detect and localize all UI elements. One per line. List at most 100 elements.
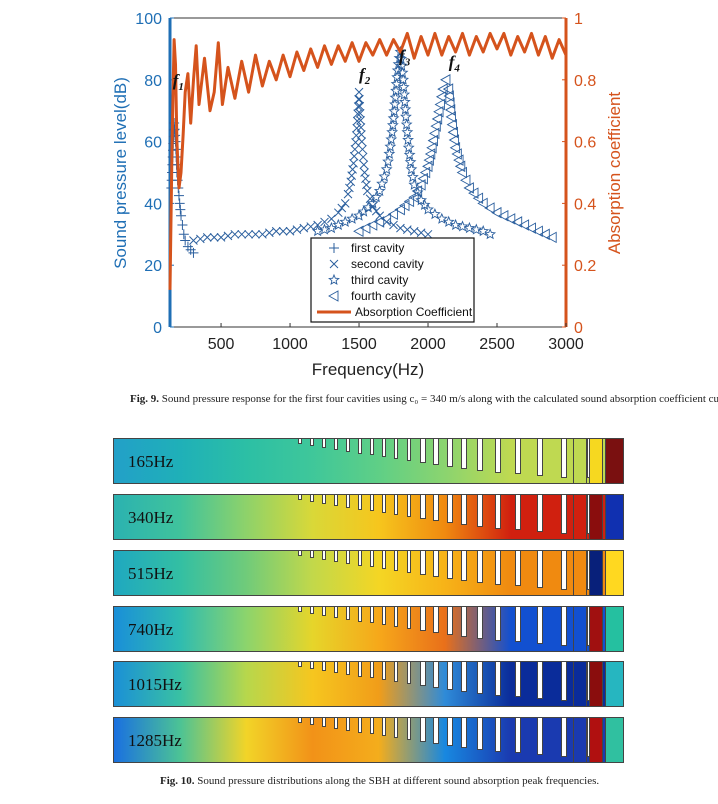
- series-4-marker: [477, 197, 488, 210]
- series-4-marker: [399, 199, 410, 212]
- series-2-marker: [258, 229, 267, 239]
- series-3-marker: [429, 208, 441, 220]
- cavity-slot: [515, 662, 521, 698]
- pressure-strip-1015Hz: 1015Hz: [113, 661, 624, 707]
- end-cavity: [589, 495, 603, 539]
- series-1-marker: [174, 198, 185, 209]
- peak-label-f3: f3: [399, 46, 411, 68]
- cavity-slot: [515, 495, 521, 531]
- cavity-slot: [370, 718, 374, 735]
- cavity-slot: [561, 718, 567, 757]
- cavity-slot: [394, 439, 398, 460]
- series-1-marker: [178, 229, 189, 240]
- series-2-marker: [356, 116, 365, 125]
- series-1-marker: [180, 235, 191, 246]
- series-2-marker: [416, 228, 426, 238]
- series-1-marker: [176, 210, 187, 221]
- figure-9-caption-label: Fig. 9.: [130, 393, 160, 405]
- series-1-marker: [175, 204, 186, 215]
- right-y-tick-label: 0: [574, 320, 583, 337]
- series-2-marker: [345, 183, 354, 193]
- series-2-marker: [365, 194, 375, 204]
- series-2-marker: [396, 223, 405, 233]
- series-3-marker: [370, 191, 383, 203]
- series-3-marker: [415, 194, 428, 206]
- legend-marker-1: [329, 243, 339, 253]
- end-cavity: [589, 718, 603, 762]
- cavity-slot: [461, 439, 467, 469]
- series-3-marker: [456, 220, 469, 232]
- legend-marker-2: [329, 259, 339, 269]
- cavity-slot: [447, 551, 453, 579]
- cavity-slot: [495, 718, 501, 752]
- series-2-marker: [350, 144, 360, 154]
- x-tick-label: 2000: [410, 336, 446, 353]
- cavity-slot: [407, 495, 411, 518]
- end-cavity: [605, 439, 623, 483]
- series-3-marker: [442, 215, 455, 227]
- right-y-axis-label: Absorption coefficient: [605, 92, 624, 255]
- legend-label-4: fourth cavity: [351, 289, 416, 303]
- peak-label-f1: f1: [173, 71, 184, 93]
- pressure-strip-740Hz: 740Hz: [113, 606, 624, 652]
- series-3-marker: [401, 126, 414, 138]
- series-3-marker: [394, 45, 407, 57]
- end-cavity: [589, 607, 603, 651]
- series-3-marker: [366, 197, 379, 209]
- figure-9-caption-text: Sound pressure response for the first fo…: [161, 393, 718, 405]
- series-4-marker: [387, 208, 398, 220]
- cavity-slot: [322, 495, 326, 504]
- series-4-marker: [525, 222, 536, 234]
- cavity-slot: [298, 607, 302, 612]
- series-2-marker: [358, 152, 368, 162]
- series-3-marker: [388, 105, 401, 117]
- cavity-slot: [561, 551, 567, 590]
- cavity-slot: [334, 551, 338, 562]
- series-4-marker: [484, 202, 495, 214]
- cavity-slot: [420, 439, 426, 463]
- series-3-marker: [398, 95, 411, 108]
- cavity-slot: [394, 662, 398, 683]
- series-3-marker: [376, 177, 388, 189]
- cavity-slot: [394, 607, 398, 628]
- cavity-slot: [394, 551, 398, 572]
- series-2-marker: [355, 94, 364, 104]
- series-4-marker: [444, 104, 456, 116]
- end-cavity: [605, 551, 623, 595]
- series-3-marker: [402, 141, 415, 153]
- cavity-slot: [447, 495, 453, 523]
- series-2-marker: [271, 226, 281, 236]
- series-4-marker: [419, 166, 431, 179]
- cavity-slot: [334, 718, 338, 729]
- cavity-slot: [358, 495, 362, 510]
- cavity-slot: [310, 607, 314, 614]
- cavity-slot: [461, 495, 467, 525]
- series-2-marker: [327, 214, 336, 224]
- left-y-tick-label: 100: [135, 11, 162, 28]
- cavity-slot: [322, 439, 326, 448]
- right-y-tick-label: 0.6: [574, 135, 596, 152]
- series-2-marker: [359, 160, 369, 170]
- series-4-marker: [445, 111, 456, 123]
- series-4-marker: [431, 113, 443, 125]
- cavity-slot: [322, 718, 326, 727]
- series-3-marker: [397, 73, 410, 85]
- cavity-slot: [495, 495, 501, 529]
- legend-box: [310, 237, 475, 323]
- series-2-marker: [357, 137, 367, 146]
- cavity-slot: [370, 551, 374, 568]
- peak-label-f4: f4: [449, 52, 461, 74]
- series-3-marker: [396, 66, 409, 78]
- x-tick-label: 500: [208, 336, 235, 353]
- series-3-marker: [390, 84, 402, 96]
- figure-9-chart: 500 1000 1500 2000 2500 300002040608010000.20…: [111, 11, 624, 379]
- cavity-slot: [346, 439, 350, 452]
- series-2-marker: [333, 208, 343, 218]
- cavity-slot: [537, 607, 543, 645]
- series-3-marker: [435, 212, 448, 224]
- series-3-marker: [346, 212, 359, 224]
- cavity-slot: [420, 607, 426, 631]
- series-3-marker: [449, 218, 462, 231]
- cavity-slot: [346, 495, 350, 508]
- series-2-marker: [202, 233, 212, 242]
